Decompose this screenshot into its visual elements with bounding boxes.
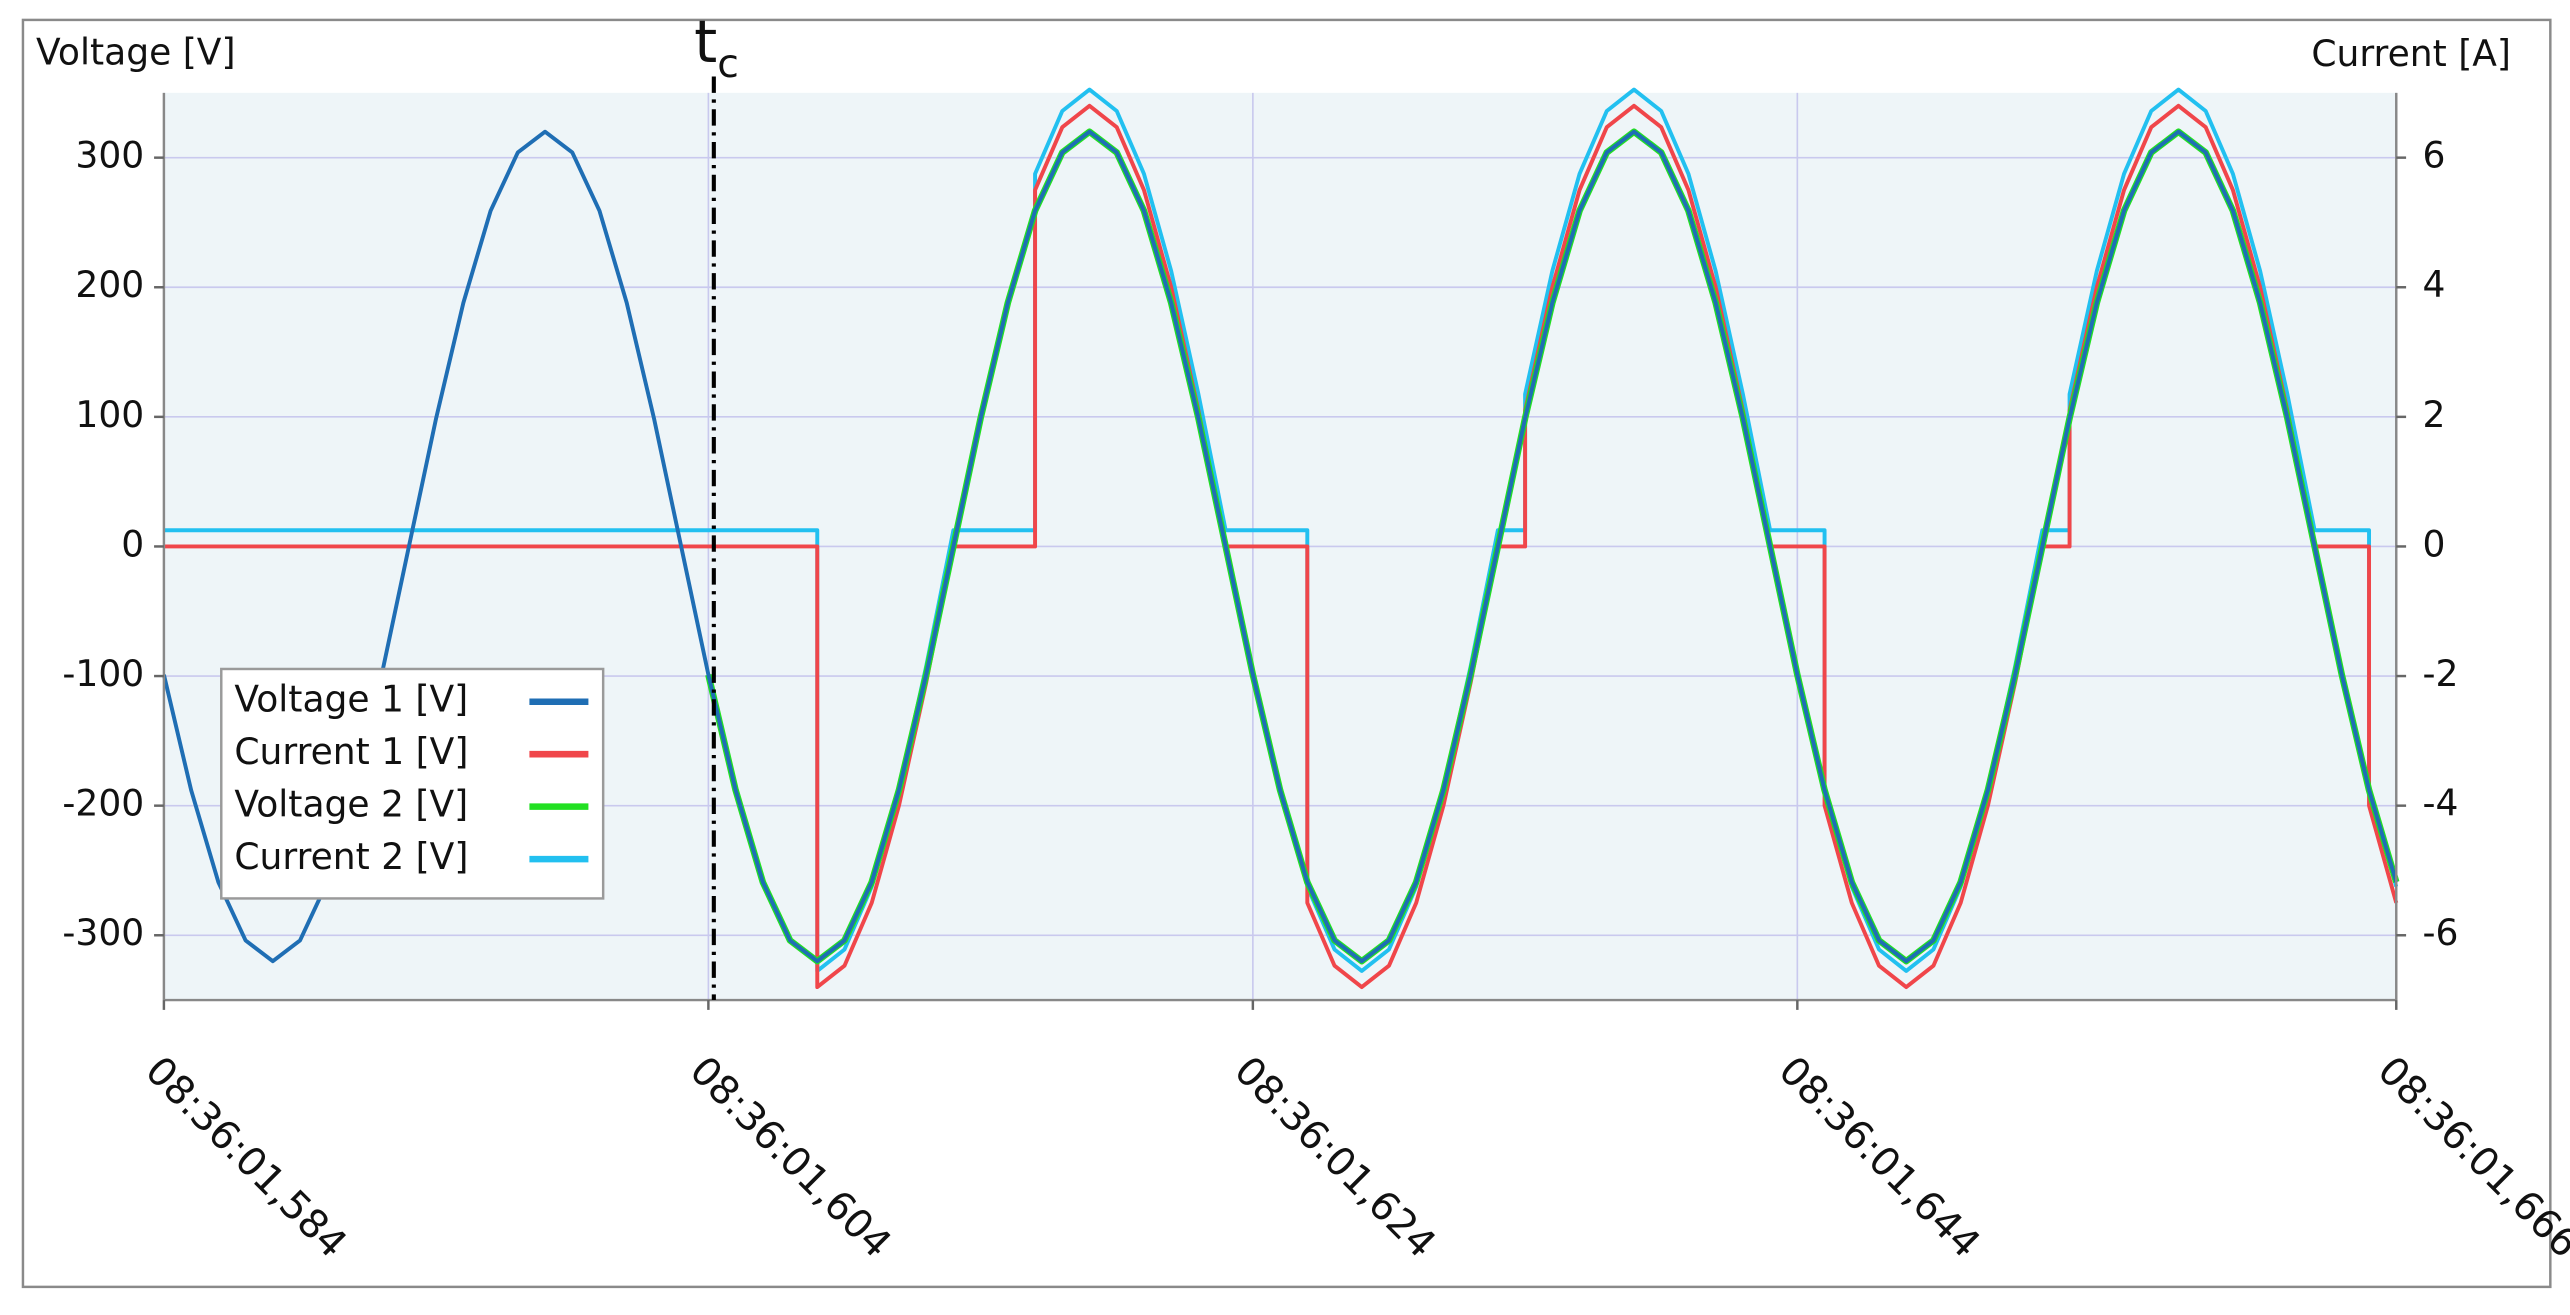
y2-tick-label: -2 (2422, 653, 2458, 695)
series-line (161, 129, 2399, 964)
series-line (163, 103, 2399, 990)
lines (161, 87, 2400, 990)
y-tick-label: 300 (75, 135, 144, 177)
y2-tick-label: 6 (2422, 135, 2445, 177)
y2-tick-label: 2 (2422, 394, 2445, 436)
y-tick-label: -200 (62, 783, 144, 825)
annotation-label: tc (694, 7, 739, 86)
legend-label: Voltage 2 [V] (234, 784, 468, 826)
legend-label: Current 2 [V] (234, 836, 468, 878)
annotation-subscript: c (717, 40, 739, 86)
annotation-text: t (694, 7, 717, 76)
y2-tick-label: -4 (2422, 783, 2458, 825)
y2-tick-label: 4 (2422, 264, 2445, 306)
y2-tick-label: -6 (2422, 912, 2458, 954)
legend-label: Current 1 [V] (234, 731, 468, 773)
annotation: tc (694, 7, 739, 1001)
y-tick-label: -300 (62, 912, 144, 954)
y2-axis-label: Current [A] (2311, 33, 2511, 75)
y-tick-label: 200 (75, 264, 144, 306)
legend-label: Voltage 1 [V] (234, 679, 468, 721)
y-tick-label: 100 (75, 394, 144, 436)
y-axis-label: Voltage [V] (36, 31, 235, 73)
y-tick-label: 0 (121, 523, 144, 565)
legend: Voltage 1 [V] Current 1 [V] Voltage 2 [V] C… (220, 667, 605, 900)
y2-tick-label: 0 (2422, 523, 2445, 565)
y-tick-label: -100 (62, 653, 144, 695)
grid (163, 92, 2398, 1001)
